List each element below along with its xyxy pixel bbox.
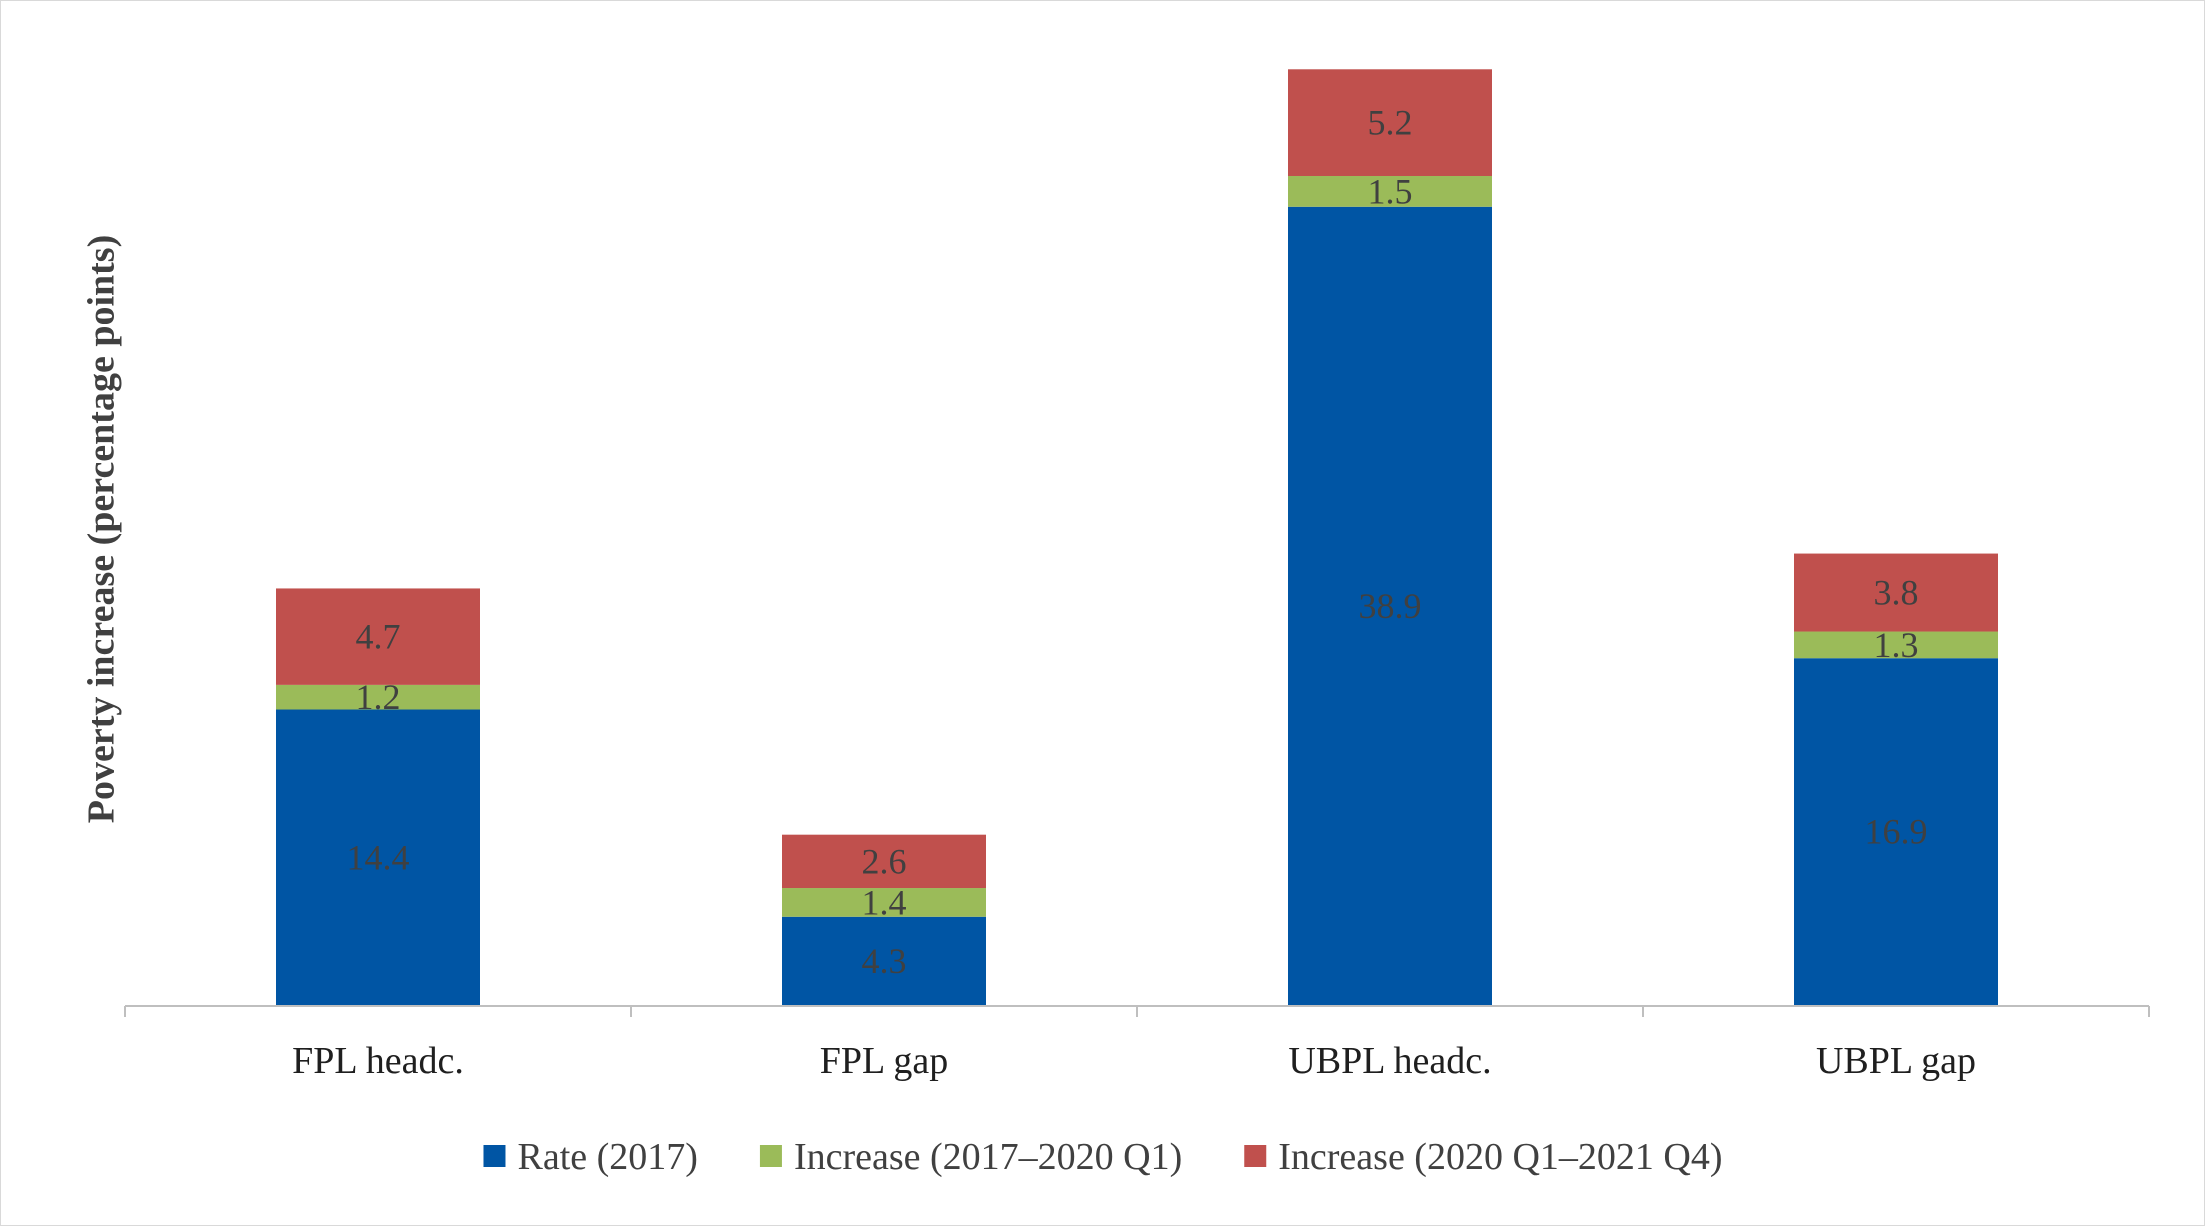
- bar-segment: [1288, 69, 1492, 176]
- bar-segment: [1288, 175, 1492, 207]
- data-label: 1.2: [356, 677, 401, 717]
- data-label: 2.6: [862, 841, 907, 881]
- bar-segment: [1794, 631, 1998, 659]
- data-labels-layer: 14.4 1.2 4.7 4.3 1.42.6 38.9 1.5 5.2 16.9 1.3 3.8: [347, 103, 1928, 981]
- legend-label: Increase (2020 Q1–2021 Q4): [1278, 1136, 1722, 1178]
- data-label: 38.9: [1359, 586, 1422, 626]
- bar-segment: [276, 684, 480, 710]
- data-label: 1.4: [862, 882, 907, 922]
- x-tick-label: UBPL gap: [1816, 1040, 1976, 1082]
- bars-layer: [276, 69, 1998, 1006]
- bar-segment: [276, 709, 480, 1005]
- bar-segment: [782, 888, 986, 917]
- legend-swatch: [1244, 1145, 1267, 1167]
- x-tick-label: UBPL headc.: [1288, 1040, 1491, 1082]
- x-axis-ticks: FPL headc. FPL gap UBPL headc. UBPL gap: [124, 1006, 2150, 1082]
- data-label: 5.2: [1368, 103, 1413, 143]
- data-label: 4.3: [862, 941, 907, 981]
- data-label: 4.7: [356, 617, 401, 657]
- bar-segment: [1288, 206, 1492, 1006]
- legend-label: Increase (2017–2020 Q1): [794, 1136, 1182, 1178]
- data-label: 16.9: [1865, 812, 1928, 852]
- data-label: 1.3: [1874, 625, 1919, 665]
- legend-swatch: [483, 1145, 506, 1167]
- y-axis-title: Poverty increase (percentage points): [81, 235, 123, 824]
- legend-label: Rate (2017): [517, 1136, 697, 1178]
- data-label: 3.8: [1874, 573, 1919, 613]
- data-label: 1.5: [1368, 171, 1413, 211]
- x-tick-label: FPL headc.: [292, 1040, 464, 1082]
- legend-swatch: [759, 1145, 782, 1167]
- legend: Rate (2017) Increase (2017–2020 Q1) Increa…: [483, 1136, 1723, 1178]
- x-tick-label: FPL gap: [820, 1040, 948, 1082]
- bar-segment: [1794, 553, 1998, 632]
- bar-segment: [276, 588, 480, 685]
- data-label: 14.4: [347, 837, 410, 877]
- bar-segment: [782, 916, 986, 1005]
- bar-segment: [1794, 658, 1998, 1005]
- bar-segment: [782, 834, 986, 889]
